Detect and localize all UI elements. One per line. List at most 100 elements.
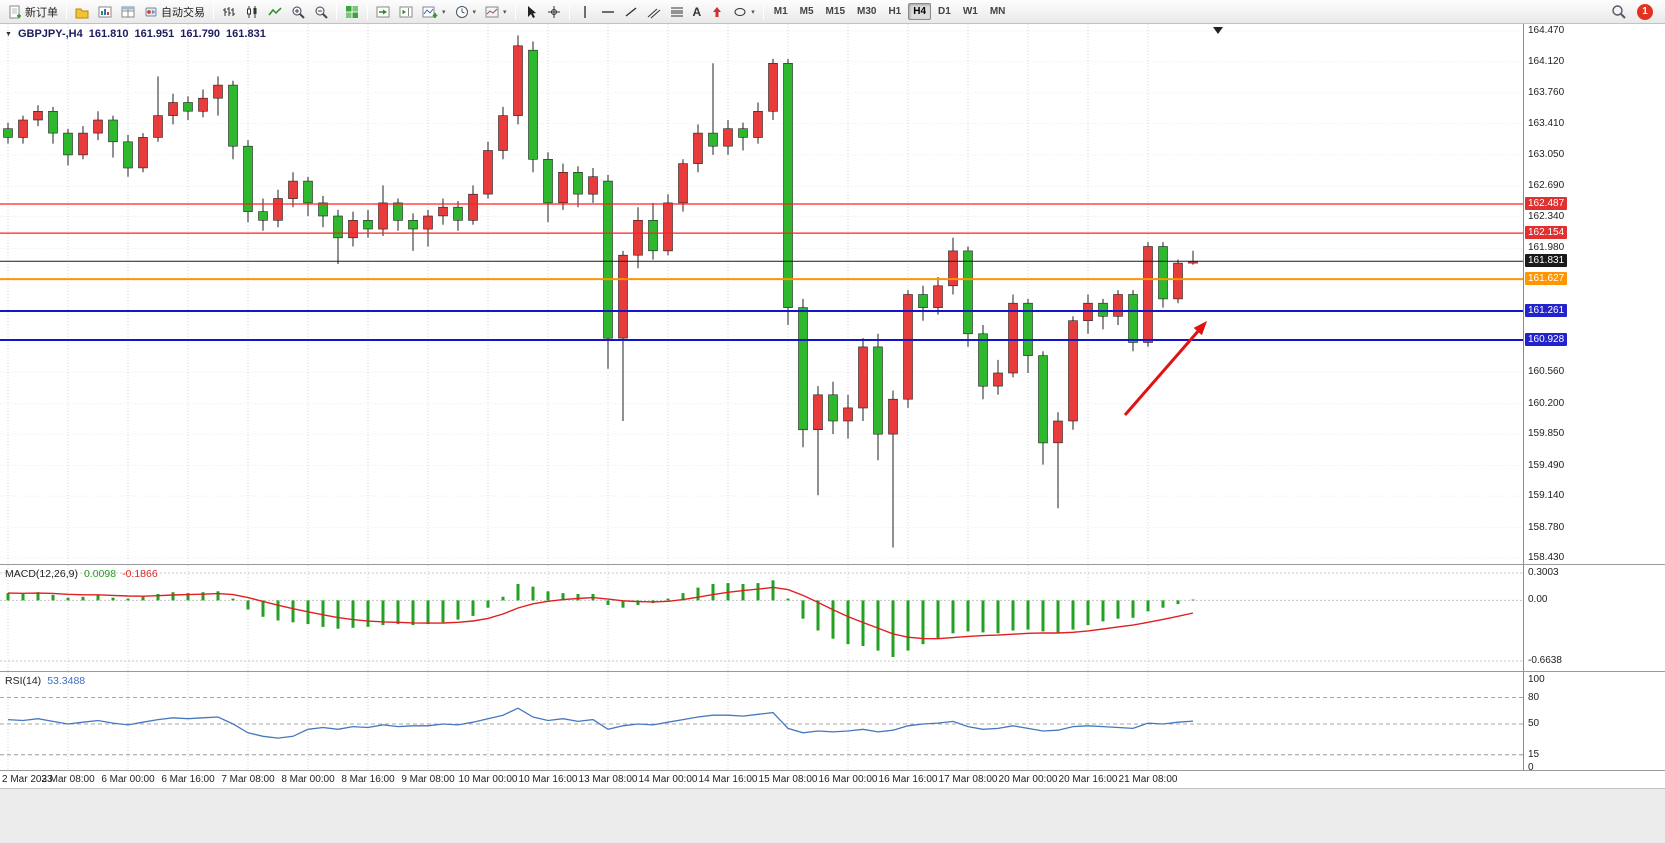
chevron-down-icon: ▾ [503, 8, 507, 16]
price-tick-label: 162.340 [1528, 210, 1565, 222]
chart-shift-button[interactable] [395, 2, 417, 22]
time-axis-label: 8 Mar 00:00 [281, 774, 335, 785]
price-tick-label: 159.490 [1528, 459, 1565, 471]
toolbar-right: 1 [1607, 2, 1661, 22]
crosshair-button[interactable] [543, 2, 565, 22]
data-window-button[interactable] [117, 2, 139, 22]
time-axis-label: 16 Mar 00:00 [818, 774, 878, 785]
rsi-name: RSI(14) [5, 675, 42, 687]
panel-splitter[interactable] [0, 564, 1665, 565]
macd-indicator-label: MACD(12,26,9) 0.0098 -0.1866 [5, 568, 158, 580]
separator [568, 3, 570, 20]
rsi-indicator-canvas[interactable] [0, 672, 1523, 770]
low-value: 161.790 [180, 28, 221, 40]
auto-scroll-button[interactable] [372, 2, 394, 22]
price-tick-label: 160.560 [1528, 366, 1565, 378]
separator [762, 3, 764, 20]
cursor-button[interactable] [520, 2, 542, 22]
indicators-icon [422, 5, 438, 19]
price-line-badge: 160.928 [1525, 333, 1568, 346]
chart-shift-marker[interactable] [1213, 27, 1223, 34]
macd-tick-label: -0.6638 [1528, 655, 1562, 666]
arrow-symbol-icon [710, 5, 724, 19]
bar-chart-mode-button[interactable] [218, 2, 240, 22]
time-axis-label: 9 Mar 08:00 [401, 774, 455, 785]
candlestick-mode-button[interactable] [241, 2, 263, 22]
timeframe-button-m1[interactable]: M1 [769, 3, 793, 20]
new-order-label: 新订单 [25, 6, 58, 19]
price-line-badge: 162.487 [1525, 197, 1568, 210]
time-axis-label: 14 Mar 00:00 [638, 774, 698, 785]
macd-tick-label: 0.3003 [1528, 567, 1559, 578]
arrows-tool-button[interactable] [706, 2, 728, 22]
periods-button[interactable]: ▾ [451, 2, 481, 22]
profiles-button[interactable] [71, 2, 93, 22]
price-tick-label: 162.690 [1528, 180, 1565, 192]
timeframe-button-m5[interactable]: M5 [795, 3, 819, 20]
separator [367, 3, 368, 20]
macd-indicator-canvas[interactable] [0, 565, 1523, 672]
channel-tool-button[interactable] [643, 2, 665, 22]
rsi-indicator-label: RSI(14) 53.3488 [5, 675, 85, 687]
notification-badge[interactable]: 1 [1637, 3, 1653, 20]
charts-icon [98, 5, 112, 19]
new-order-button[interactable]: 新订单 [4, 2, 62, 22]
macd-tick-label: 0.00 [1528, 594, 1548, 606]
price-axis[interactable]: 164.470 164.120 163.760 163.410 163.050 162.6… [1524, 24, 1665, 773]
tile-windows-icon [345, 5, 359, 19]
trendline-tool-button[interactable] [620, 2, 642, 22]
auto-scroll-icon [376, 5, 390, 19]
timeframe-button-d1[interactable]: D1 [933, 3, 956, 20]
shapes-tool-button[interactable]: ▾ [729, 2, 759, 22]
separator [66, 3, 67, 20]
rsi-tick-label: 15 [1528, 748, 1540, 760]
ellipse-icon [733, 5, 747, 19]
text-tool-button[interactable]: A [689, 2, 706, 22]
timeframe-button-mn[interactable]: MN [985, 3, 1011, 20]
time-axis-label: 20 Mar 16:00 [1058, 774, 1118, 785]
timeframe-button-m30[interactable]: M30 [852, 3, 881, 20]
zoom-in-icon [291, 5, 305, 19]
zoom-out-button[interactable] [310, 2, 332, 22]
vertical-line-tool-button[interactable] [574, 2, 596, 22]
separator [336, 3, 337, 20]
timeframe-button-h4[interactable]: H4 [908, 3, 932, 20]
price-tick-label: 164.470 [1528, 25, 1565, 36]
price-tick-label: 161.980 [1528, 242, 1565, 254]
indicators-button[interactable]: ▾ [418, 2, 450, 22]
time-axis-label: 13 Mar 08:00 [578, 774, 638, 785]
close-value: 161.831 [226, 28, 266, 40]
price-tick-label: 158.430 [1528, 552, 1565, 563]
zoom-in-button[interactable] [287, 2, 309, 22]
symbol-dropdown-icon[interactable]: ▼ [5, 30, 12, 38]
charts-button[interactable] [94, 2, 116, 22]
fibonacci-tool-button[interactable] [666, 2, 688, 22]
profiles-icon [75, 5, 89, 19]
new-order-icon [8, 5, 22, 19]
timeframe-button-w1[interactable]: W1 [958, 3, 983, 20]
macd-main-value: 0.0098 [83, 568, 117, 580]
horizontal-line-tool-button[interactable] [597, 2, 619, 22]
price-tick-label: 163.050 [1528, 148, 1565, 160]
templates-button[interactable]: ▾ [481, 2, 511, 22]
time-axis-label: 15 Mar 08:00 [758, 774, 818, 785]
time-axis[interactable]: 2 Mar 2023 3 Mar 08:00 6 Mar 00:00 6 Mar 16… [0, 770, 1665, 788]
toolbar: 新订单 自动交易 ▾ ▾ [0, 0, 1665, 24]
search-button[interactable] [1607, 2, 1630, 22]
macd-name: MACD(12,26,9) [5, 568, 78, 580]
high-value: 161.951 [134, 28, 175, 40]
timeframe-button-h1[interactable]: H1 [883, 3, 906, 20]
macd-signal-value: -0.1866 [122, 568, 158, 580]
trendline-icon [624, 5, 638, 19]
autotrading-button[interactable]: 自动交易 [140, 2, 209, 22]
rsi-value: 53.3488 [47, 675, 86, 687]
line-chart-mode-button[interactable] [264, 2, 286, 22]
price-line-badge: 161.261 [1525, 304, 1568, 317]
main-chart-canvas[interactable] [0, 24, 1523, 565]
clock-icon [455, 5, 469, 19]
rsi-tick-label: 80 [1528, 691, 1540, 703]
tile-windows-button[interactable] [341, 2, 363, 22]
timeframe-button-m15[interactable]: M15 [821, 3, 850, 20]
status-bar [0, 788, 1665, 843]
panel-splitter[interactable] [0, 671, 1665, 672]
